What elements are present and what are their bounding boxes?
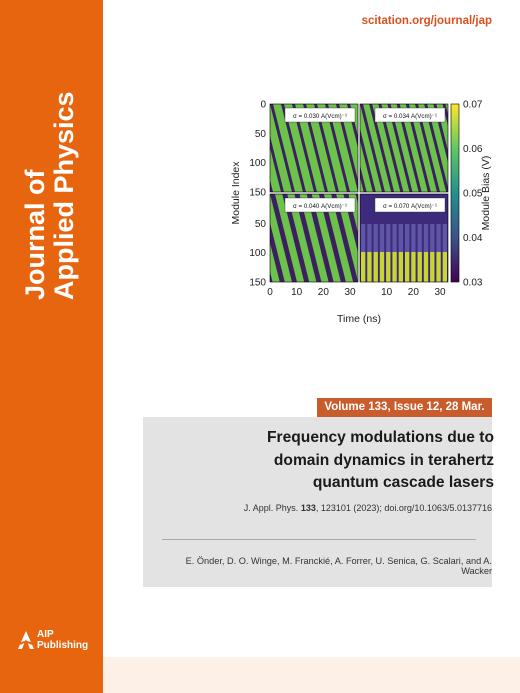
colorbar	[450, 103, 460, 283]
y-tick-label: 50	[255, 219, 267, 230]
x-tick-label: 10	[291, 287, 303, 298]
x-axis-label: Time (ns)	[337, 313, 381, 325]
y-tick-label: 150	[249, 278, 266, 289]
panel-label-2: σ = 0.034 A(Vcm)⁻¹	[383, 113, 437, 120]
colorbar-label: Module Bias (V)	[480, 156, 492, 231]
y-tick-label: 150	[249, 188, 266, 199]
panel-label-4: σ = 0.070 A(Vcm)⁻¹	[383, 203, 437, 210]
y-axis-label: Module Index	[230, 161, 242, 225]
colorbar-tick-label: 0.04	[463, 233, 483, 244]
colorbar-tick-label: 0.05	[463, 189, 483, 200]
article-title[interactable]: Frequency modulations due to domain dyna…	[194, 427, 494, 495]
x-tick-label: 0	[267, 287, 273, 298]
citation-doi[interactable]: , 123101 (2023); doi.org/10.1063/5.01377…	[315, 503, 492, 513]
x-tick-label: 30	[434, 287, 446, 298]
article-title-line3: quantum cascade lasers	[312, 474, 494, 491]
y-tick-label: 0	[260, 100, 266, 111]
journal-sidebar	[0, 0, 103, 693]
colorbar-tick-label: 0.03	[463, 278, 483, 289]
citation-journal: J. Appl. Phys.	[243, 503, 299, 513]
article-title-line1: Frequency modulations due to	[267, 429, 494, 446]
x-tick-label: 20	[318, 287, 330, 298]
colorbar-tick-label: 0.06	[463, 144, 483, 155]
publisher-line2: Publishing	[37, 640, 89, 651]
panel-label-1: σ = 0.030 A(Vcm)⁻¹	[293, 113, 347, 120]
aip-logo-icon	[18, 631, 34, 649]
x-tick-label: 10	[381, 287, 393, 298]
journal-title: Journal of Applied Physics	[0, 0, 103, 340]
article-title-line2: domain dynamics in terahertz	[273, 451, 494, 469]
heatmap-figure: σ = 0.030 A(Vcm)⁻¹ σ = 0.034 A(Vcm)⁻¹ σ = …	[230, 100, 492, 326]
citation-volume: 133	[300, 503, 316, 513]
article-info-box	[143, 417, 492, 587]
journal-title-line2: Applied Physics	[49, 91, 79, 300]
colorbar-tick-label: 0.07	[463, 100, 483, 111]
journal-url-link[interactable]: scitation.org/journal/jap	[361, 15, 492, 27]
y-tick-label: 100	[249, 158, 266, 169]
journal-title-line1: Journal of	[20, 168, 50, 300]
y-tick-label: 50	[255, 129, 267, 140]
article-authors: E. Önder, D. O. Winge, M. Franckié, A. F…	[185, 556, 492, 576]
bottom-strip	[103, 657, 520, 693]
panel-label-3: σ = 0.040 A(Vcm)⁻¹	[293, 203, 347, 210]
x-tick-label: 30	[344, 287, 356, 298]
article-citation: J. Appl. Phys. 133, 123101 (2023); doi.o…	[162, 503, 492, 513]
x-tick-label: 20	[408, 287, 420, 298]
y-tick-label: 100	[249, 248, 266, 259]
publisher-line1: AIP	[37, 629, 54, 640]
volume-info-bar: Volume 133, Issue 12, 28 Mar. 2023	[317, 398, 492, 432]
cover-figure: σ = 0.030 A(Vcm)⁻¹ σ = 0.034 A(Vcm)⁻¹ σ = …	[222, 92, 492, 332]
divider	[162, 539, 476, 540]
aip-publishing-logo: AIP Publishing	[17, 628, 97, 654]
